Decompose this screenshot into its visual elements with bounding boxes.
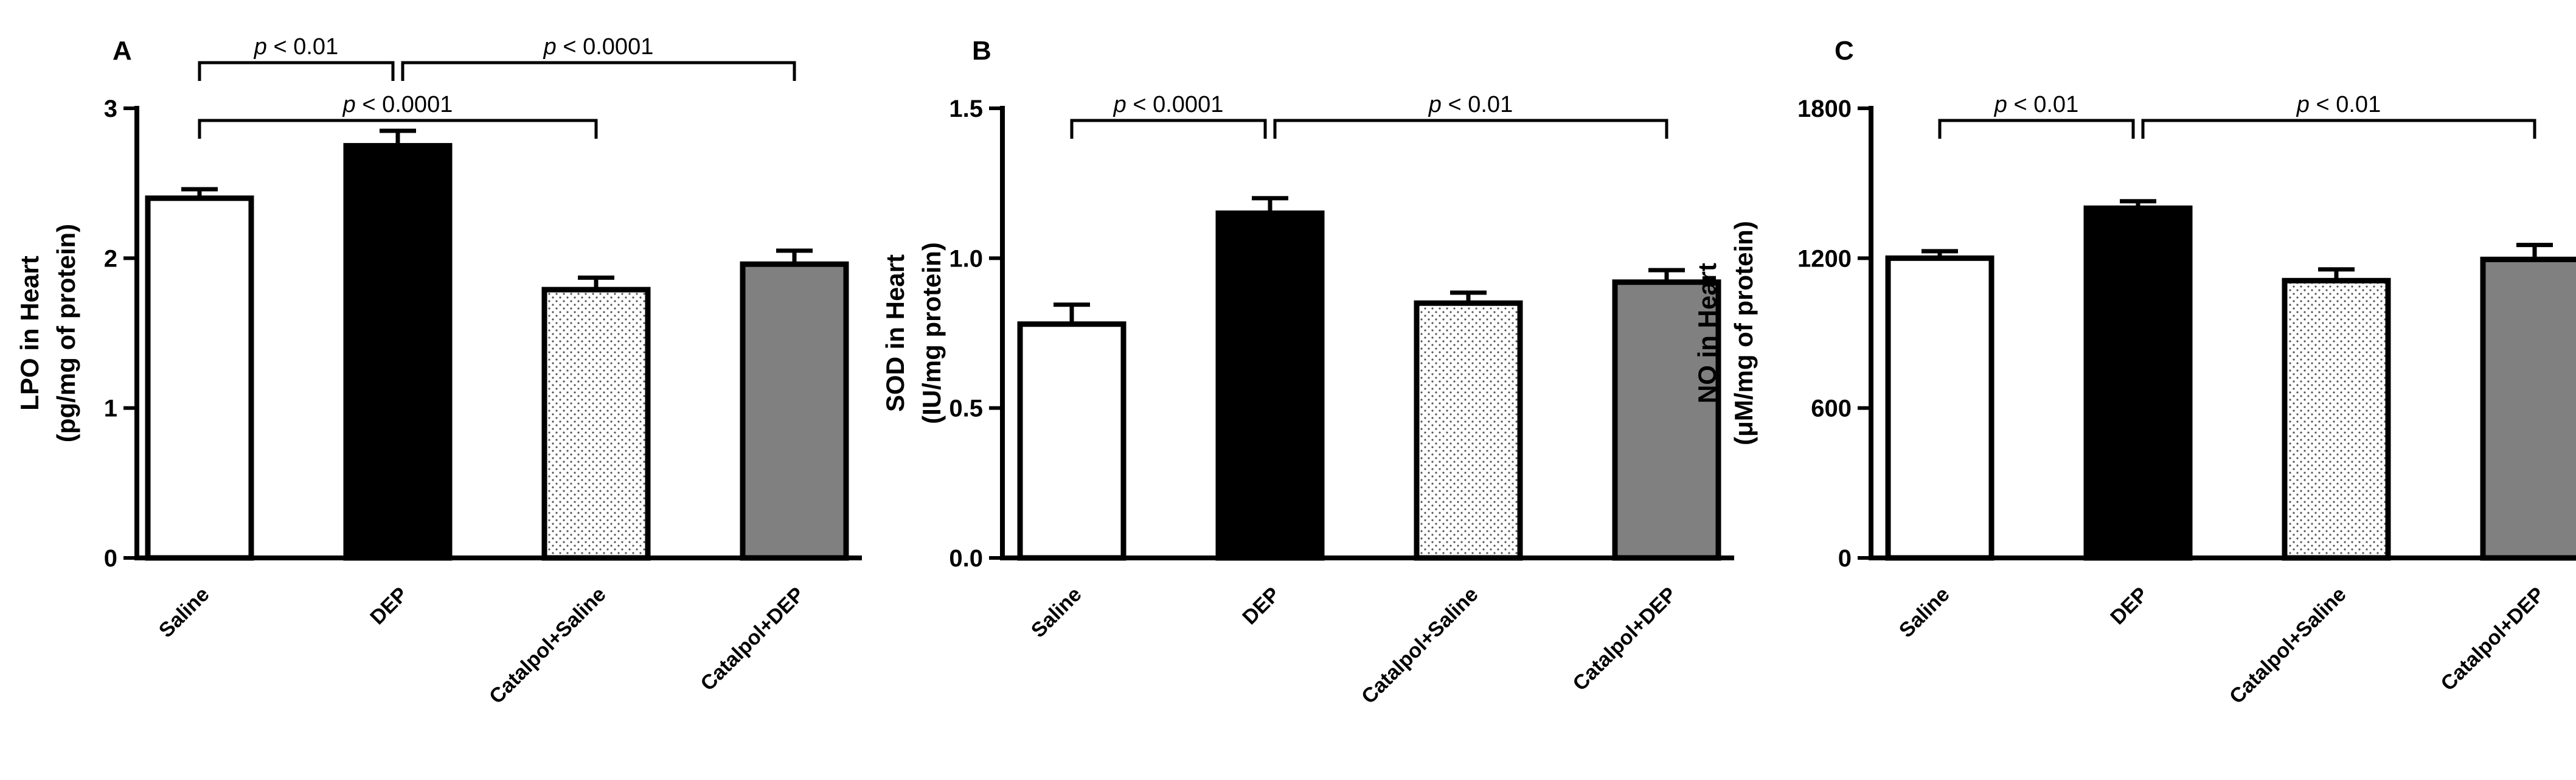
y-tick-label: 3 — [104, 96, 117, 122]
p-threshold: < 0.0001 — [356, 92, 453, 117]
x-tick-label-saline: Saline — [154, 583, 214, 642]
significance-bracket — [1273, 119, 1668, 139]
y-tick-label: 600 — [1811, 395, 1852, 422]
significance-bracket — [1938, 119, 2135, 139]
p-symbol: p — [254, 34, 267, 60]
y-tick-label: 0.0 — [949, 545, 983, 572]
significance-bracket — [2141, 119, 2536, 139]
significance-label: p < 0.0001 — [543, 34, 654, 60]
significance-label: p < 0.01 — [2296, 92, 2381, 117]
y-axis-units: (μM/mg of protein) — [1729, 221, 1758, 445]
y-axis-units: (IU/mg protein) — [917, 242, 946, 424]
error-bar-saline — [1922, 249, 1958, 259]
bar-saline — [1017, 321, 1127, 561]
p-threshold: < 0.0001 — [1127, 92, 1224, 117]
p-symbol: p — [342, 92, 356, 117]
p-symbol: p — [1994, 92, 2007, 117]
panel-letter: A — [113, 36, 132, 66]
p-symbol: p — [543, 34, 557, 60]
y-tick-label: 0 — [104, 545, 117, 572]
y-tick-label: 1200 — [1797, 245, 1852, 272]
bar-catalpol-saline — [1414, 300, 1523, 561]
significance-label: p < 0.0001 — [342, 92, 453, 117]
y-tick-label: 0 — [1838, 545, 1852, 572]
y-tick-label: 2 — [104, 245, 117, 272]
bar-saline — [1885, 255, 1994, 561]
p-symbol: p — [2296, 92, 2310, 117]
bar-dep — [1215, 210, 1325, 561]
significance-label: p < 0.0001 — [1113, 92, 1224, 117]
y-tick-label: 1 — [104, 395, 117, 422]
x-tick-label-catalpol-dep: Catalpol+DEP — [1568, 583, 1681, 695]
significance-label: p < 0.01 — [254, 34, 338, 60]
x-tick-label-catalpol-dep: Catalpol+DEP — [2436, 583, 2549, 695]
y-tick-label: 1800 — [1797, 96, 1852, 122]
y-axis-units: (pg/mg of protein) — [52, 224, 80, 442]
x-tick-label-dep: DEP — [2106, 583, 2152, 629]
bar-saline — [145, 195, 254, 561]
p-symbol: p — [1113, 92, 1127, 117]
bar-catalpol-saline — [2282, 277, 2391, 561]
y-axis-title: SOD in Heart — [881, 254, 909, 412]
error-bar-catalpol-saline — [1450, 290, 1487, 304]
p-threshold: < 0.01 — [2007, 92, 2078, 117]
bar-catalpol-saline — [541, 287, 651, 561]
error-bar-catalpol-dep — [776, 248, 813, 265]
panel-c: C NO in Heart (μM/mg of protein) Saline DEP C… — [1693, 36, 2576, 708]
significance-label: p < 0.01 — [1428, 92, 1513, 117]
x-tick-label-catalpol-saline: Catalpol+Saline — [1357, 583, 1483, 709]
error-bar-dep — [2120, 199, 2156, 209]
p-threshold: < 0.01 — [2310, 92, 2381, 117]
error-bar-dep — [380, 128, 416, 146]
y-tick-label: 1.5 — [949, 96, 983, 122]
x-tick-label-dep: DEP — [366, 583, 412, 629]
x-tick-label-dep: DEP — [1238, 583, 1284, 629]
bar-dep — [343, 143, 453, 561]
p-threshold: < 0.01 — [267, 34, 338, 60]
panel-letter: B — [972, 36, 991, 66]
significance-bracket — [198, 119, 598, 139]
x-tick-label-saline: Saline — [1895, 583, 1954, 642]
error-bar-catalpol-dep — [1648, 268, 1685, 282]
significance-label: p < 0.01 — [1994, 92, 2078, 117]
panel-a: A LPO in Heart (pg/mg of protein) Saline DEP… — [15, 34, 862, 708]
significance-bracket — [198, 61, 395, 81]
p-threshold: < 0.0001 — [557, 34, 654, 60]
x-tick-label-catalpol-saline: Catalpol+Saline — [2225, 583, 2351, 709]
bar-catalpol-dep — [2480, 256, 2576, 561]
error-bar-saline — [181, 187, 218, 198]
error-bar-saline — [1054, 302, 1090, 324]
error-bar-dep — [1252, 196, 1288, 214]
p-threshold: < 0.01 — [1442, 92, 1513, 117]
error-bar-catalpol-saline — [578, 275, 614, 290]
significance-bracket — [401, 61, 796, 81]
y-axis-title: LPO in Heart — [15, 256, 44, 410]
bar-dep — [2083, 205, 2193, 561]
bar-catalpol-dep — [740, 261, 849, 561]
error-bar-catalpol-saline — [2318, 267, 2355, 281]
x-tick-label-catalpol-saline: Catalpol+Saline — [485, 583, 611, 709]
x-tick-label-catalpol-dep: Catalpol+DEP — [696, 583, 808, 695]
p-symbol: p — [1428, 92, 1442, 117]
error-bar-catalpol-dep — [2516, 243, 2553, 260]
y-tick-label: 1.0 — [949, 245, 983, 272]
x-tick-label-saline: Saline — [1027, 583, 1086, 642]
panel-letter: C — [1835, 36, 1854, 66]
y-tick-label: 0.5 — [949, 395, 983, 422]
panel-b: B SOD in Heart (IU/mg protein) Saline DEP Cat… — [881, 36, 1734, 708]
y-axis-title: NO in Heart — [1693, 263, 1721, 403]
significance-bracket — [1070, 119, 1267, 139]
